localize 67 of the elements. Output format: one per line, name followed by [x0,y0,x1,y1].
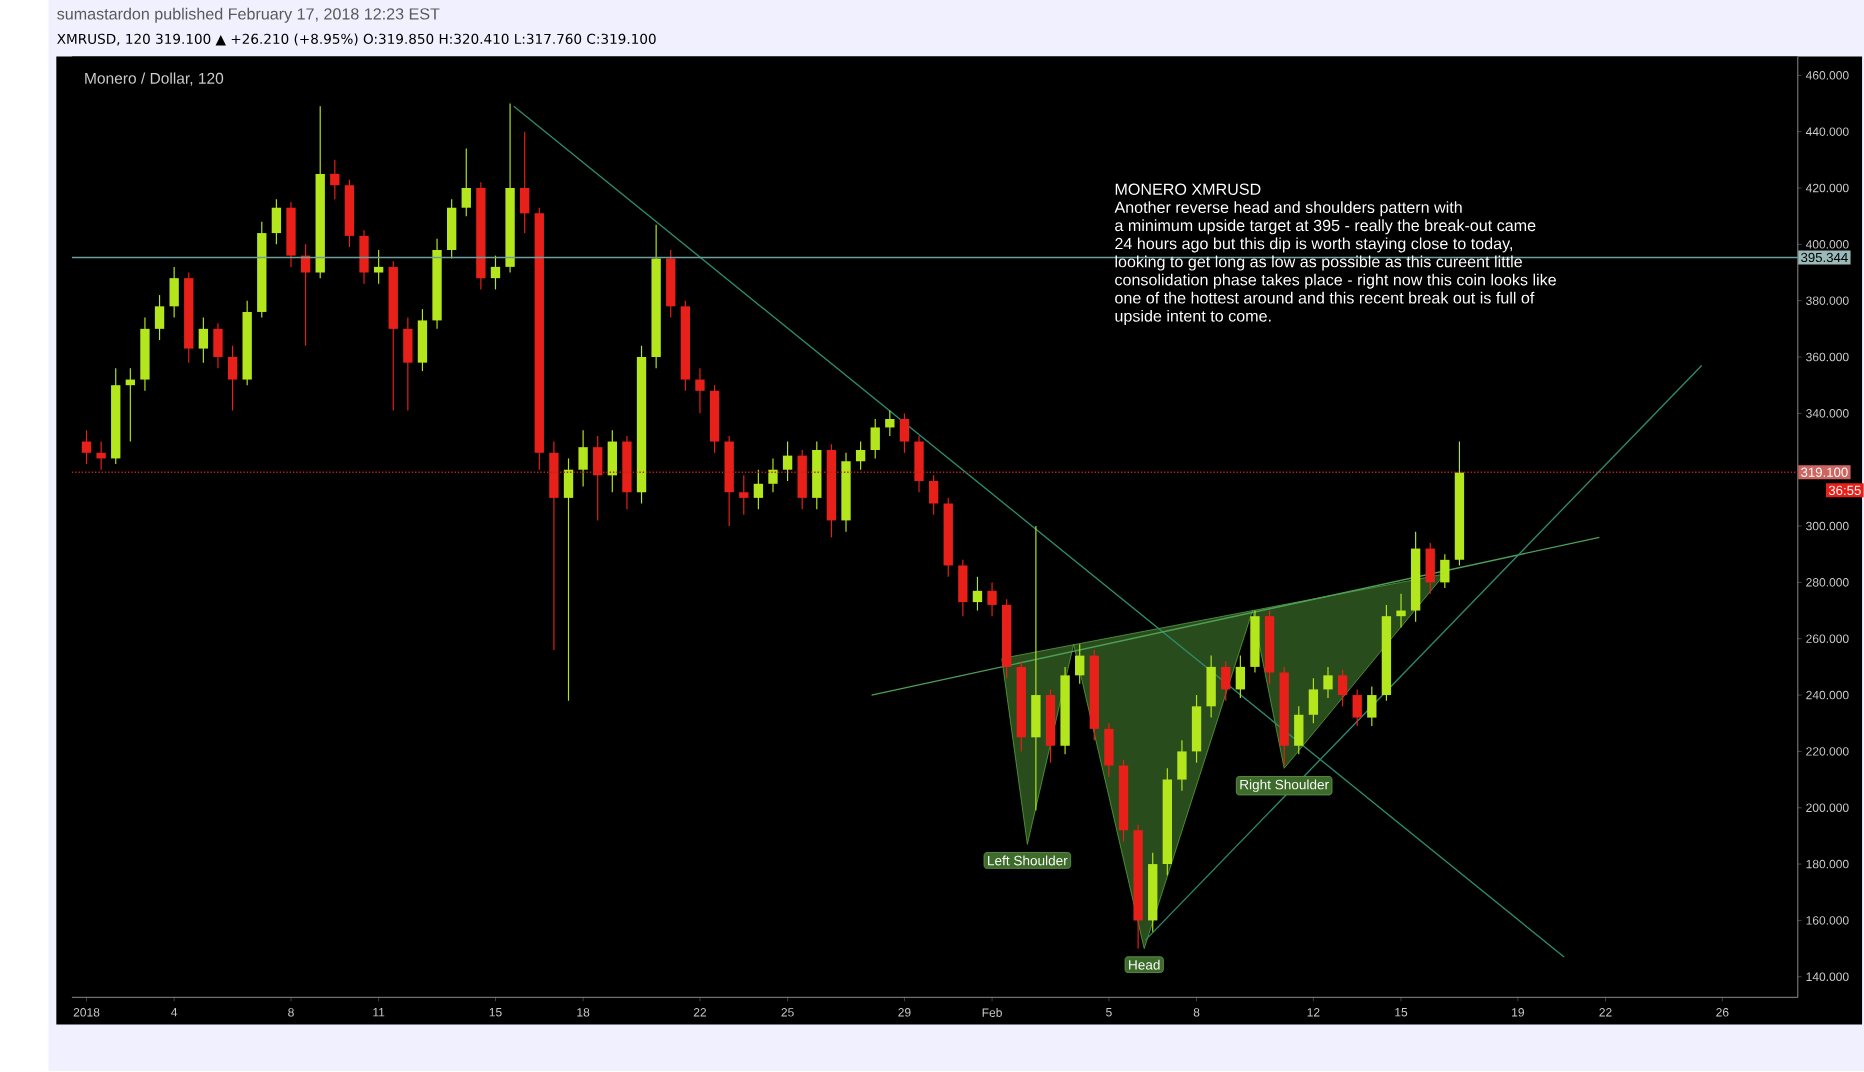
annotation: MONERO XMRUSD [1115,183,1261,196]
candlestick [753,469,764,511]
candlestick [417,308,428,372]
annotation: looking to get long as low as possible as this cureent little [1115,255,1522,271]
candlestick [227,345,238,412]
candlestick [797,449,807,511]
candlestick [446,199,457,260]
candlestick [1425,542,1435,595]
annotation: 24 hours ago but this dip is worth staying close to today, [1115,237,1512,253]
candlestick [1323,666,1333,699]
candlestick [403,317,413,412]
candlestick [782,441,793,482]
candlestick [563,458,574,702]
candlestick [1294,706,1304,756]
candlestick [1177,739,1187,792]
candlestick [885,410,895,437]
candlestick [870,418,880,460]
candlestick [373,249,384,285]
candlestick [855,441,866,471]
candlestick [1440,553,1450,589]
candlestick [81,430,92,465]
candlestick [1235,655,1246,699]
candlestick [1191,694,1202,764]
candlestick [549,441,559,651]
candlestick [520,131,530,234]
candlestick [695,368,705,415]
candlestick [1352,689,1362,727]
candlestick [1104,722,1114,778]
candlestick [154,294,165,342]
candlestick [198,317,209,364]
annotation: Another reverse head and shoulders pattern with [1114,201,1462,217]
candlestick [914,435,924,494]
candlestick [213,322,223,370]
candlestick [812,441,822,511]
candlestick [1337,669,1348,708]
candlestick [739,475,749,516]
candlestick [359,229,369,285]
candlestick [987,582,997,618]
candlestick [490,255,501,291]
candlestick [899,413,910,454]
candlestick [1396,593,1406,629]
annotation: consolidation phase takes place - right now this coin looks like [1115,273,1556,289]
candlestick [958,559,968,618]
candlestick [461,148,471,218]
annotation: a minimum upside target at 395 - really the break-out came [1115,219,1536,235]
candlestick [96,441,106,471]
candlestick [1367,686,1377,727]
candlestick [1206,655,1216,719]
candlestick [1075,644,1085,685]
candlestick [169,266,179,319]
candlestick [607,430,617,494]
candlestick [593,435,603,522]
candlestick [1031,525,1041,812]
candlestick [578,430,588,488]
annotation: upside intent to come. [1115,310,1271,326]
candlestick [666,249,676,319]
chart-subtitle: sumastardon published February 17, 2018 12:23 EST [57,8,440,24]
annotation: one of the hottest around and this recent break out is full of [1115,292,1535,304]
candlestick [286,201,296,268]
candlestick [768,458,778,494]
candlestick [271,199,282,246]
candlestick [972,576,983,612]
candlestick [330,159,340,201]
candlestick [1308,677,1319,725]
candlestick [928,475,939,516]
candlestick [300,244,311,347]
candlestick [1221,660,1231,702]
